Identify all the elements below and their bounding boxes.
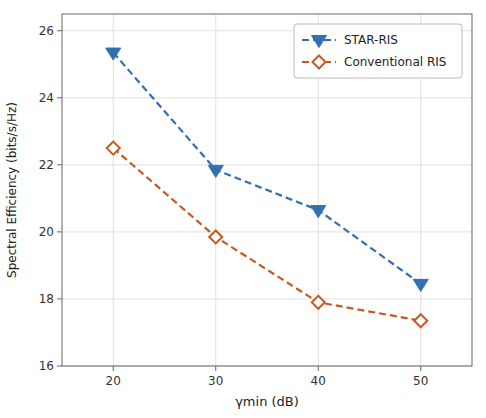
grid xyxy=(62,14,472,366)
y-grid-line xyxy=(62,164,472,165)
y-tick xyxy=(57,30,62,31)
x-grid-line xyxy=(113,14,114,366)
y-tick-label: 16 xyxy=(39,359,54,373)
x-tick xyxy=(420,366,421,371)
series-marker xyxy=(209,230,222,243)
y-tick xyxy=(57,97,62,98)
series-line xyxy=(113,148,421,321)
legend-label: Conventional RIS xyxy=(344,55,446,69)
series-marker xyxy=(208,165,223,177)
legend-label: STAR-RIS xyxy=(344,33,398,47)
y-tick xyxy=(57,366,62,367)
series-marker xyxy=(311,206,326,218)
chart-container: 20 30 40 50 16 18 20 22 24 26 γmin (dB) Spectral Ef… xyxy=(0,0,486,418)
series-marker xyxy=(107,142,120,155)
data-layer xyxy=(106,48,429,327)
y-axis-label: Spectral Efficiency (bits/s/Hz) xyxy=(5,102,19,278)
legend-box xyxy=(294,24,462,78)
x-tick-label: 40 xyxy=(311,374,326,388)
y-grid-line xyxy=(62,231,472,232)
x-tick xyxy=(113,366,114,371)
chart: 20 30 40 50 16 18 20 22 24 26 γmin (dB) Spectral Ef… xyxy=(0,0,486,418)
y-tick-label: 26 xyxy=(39,24,54,38)
series-marker xyxy=(414,314,427,327)
legend: STAR-RIS Conventional RIS xyxy=(294,24,462,78)
y-tick xyxy=(57,164,62,165)
y-tick-label: 20 xyxy=(39,225,54,239)
x-axis-label: γmin (dB) xyxy=(235,394,299,409)
legend-marker xyxy=(313,56,326,69)
x-grid-line xyxy=(215,14,216,366)
series-marker xyxy=(413,279,428,291)
legend-marker xyxy=(312,36,327,48)
y-tick xyxy=(57,231,62,232)
y-tick-label: 18 xyxy=(39,292,54,306)
x-tick xyxy=(318,366,319,371)
y-grid-line xyxy=(62,298,472,299)
x-tick xyxy=(215,366,216,371)
y-tick-label: 24 xyxy=(39,91,54,105)
series-marker xyxy=(312,296,325,309)
y-grid-line xyxy=(62,97,472,98)
x-tick-label: 30 xyxy=(208,374,223,388)
x-tick-label: 20 xyxy=(106,374,121,388)
y-tick-label: 22 xyxy=(39,158,54,172)
series-line xyxy=(113,53,421,284)
y-tick xyxy=(57,298,62,299)
plot-frame xyxy=(62,14,472,366)
series-marker xyxy=(106,48,121,60)
x-tick-label: 50 xyxy=(413,374,428,388)
